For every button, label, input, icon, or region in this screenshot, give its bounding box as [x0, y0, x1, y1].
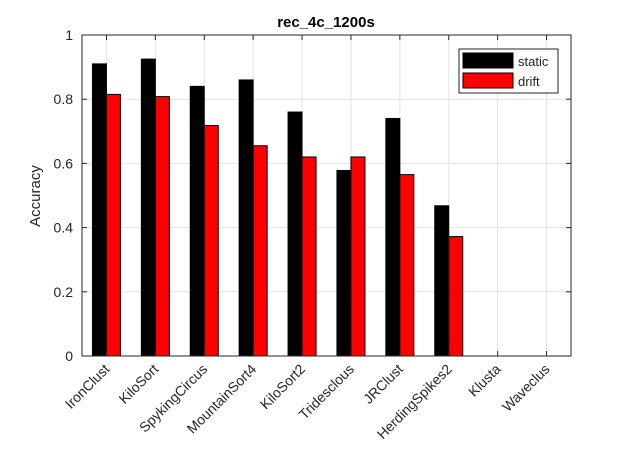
y-tick-label: 0.4	[54, 220, 74, 236]
bar-drift-tridesclous	[350, 156, 366, 357]
y-tick-label: 0.6	[54, 155, 74, 171]
bar-drift-jrclust	[399, 174, 415, 357]
legend-swatch-drift	[462, 72, 514, 89]
bar-static-kilosort2	[287, 111, 303, 357]
x-tick-label: Klusta	[465, 361, 504, 400]
x-tick-label: KiloSort	[115, 361, 161, 407]
bar-drift-mountainsort4	[252, 145, 268, 357]
bar-static-herdingspikes2	[434, 205, 450, 357]
bar-static-tridesclous	[336, 169, 352, 357]
bar-drift-herdingspikes2	[448, 236, 464, 357]
bar-static-jrclust	[385, 117, 401, 357]
bars-layer	[91, 58, 464, 357]
x-tick-label: Waveclus	[499, 361, 553, 415]
legend-swatch-static	[462, 52, 514, 69]
chart-title: rec_4c_1200s	[277, 14, 375, 31]
legend-label-drift: drift	[518, 74, 540, 89]
bar-drift-ironclust	[105, 93, 121, 357]
y-tick-label: 0.2	[54, 284, 74, 300]
x-tick-label: IronClust	[62, 361, 113, 412]
legend: static drift	[458, 48, 559, 94]
bar-drift-kilosort	[154, 96, 170, 357]
bar-drift-kilosort2	[301, 156, 317, 357]
legend-label-static: static	[518, 54, 549, 69]
x-tick-label: JRClust	[360, 361, 406, 407]
plot-frame	[81, 34, 572, 357]
bar-static-spykingcircus	[189, 85, 205, 357]
bar-static-kilosort	[140, 58, 156, 357]
y-tick-label: 1	[65, 27, 73, 43]
bar-static-mountainsort4	[238, 79, 254, 357]
bar-static-ironclust	[91, 63, 107, 357]
y-tick-label: 0.8	[54, 91, 74, 107]
bar-drift-spykingcircus	[203, 125, 219, 357]
y-axis-label: Accuracy	[27, 165, 44, 227]
y-tick-label: 0	[65, 348, 73, 364]
x-tick-label: KiloSort2	[257, 361, 309, 413]
